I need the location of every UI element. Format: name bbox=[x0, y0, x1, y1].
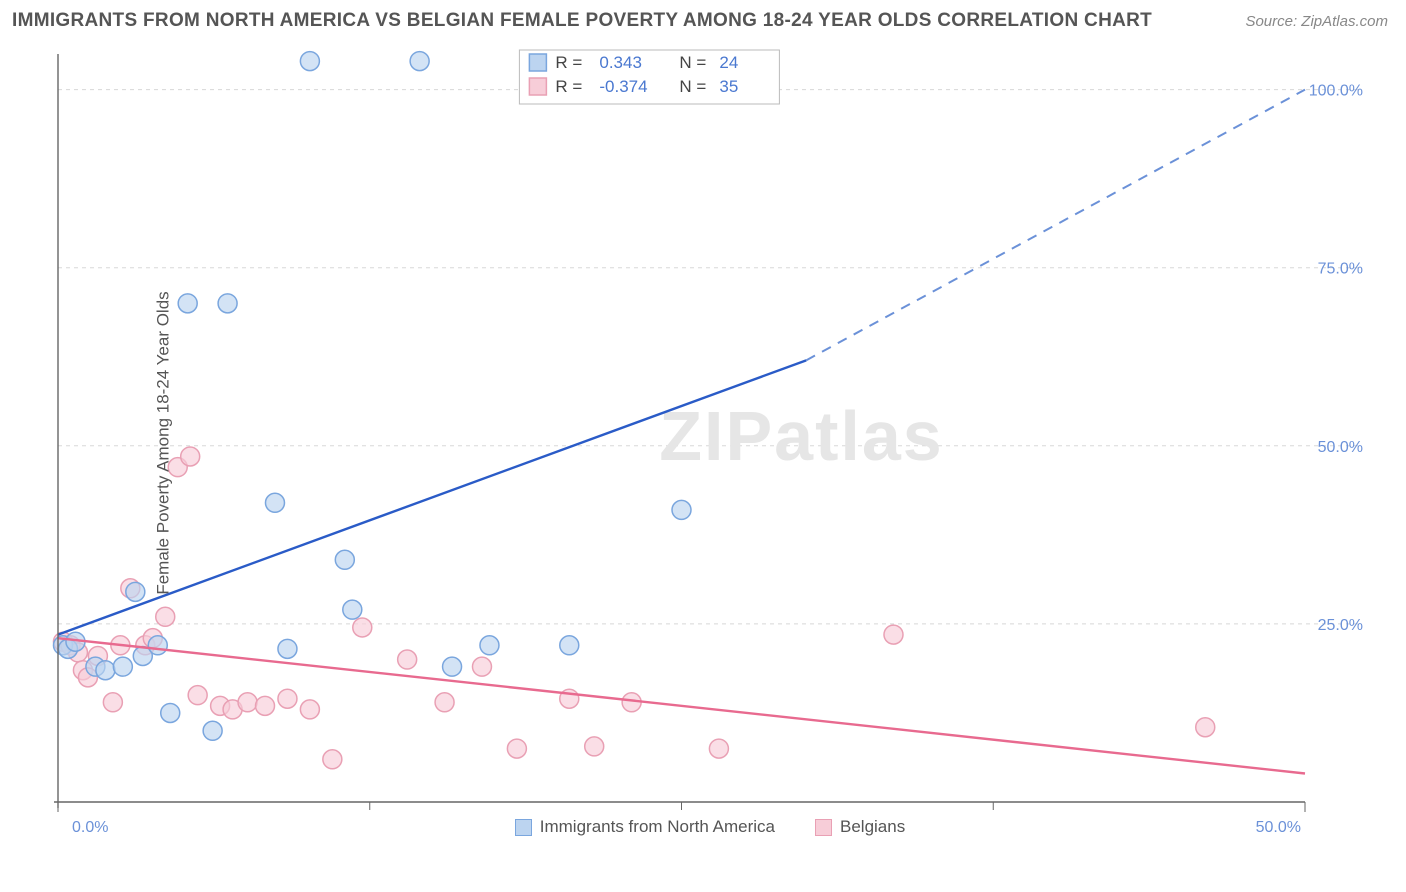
square-icon bbox=[529, 78, 546, 95]
stat-r-label: R = bbox=[555, 53, 582, 72]
data-point bbox=[323, 750, 342, 769]
data-point bbox=[161, 703, 180, 722]
legend-label: Belgians bbox=[840, 817, 905, 837]
data-point bbox=[507, 739, 526, 758]
legend-label: Immigrants from North America bbox=[540, 817, 775, 837]
square-icon bbox=[515, 819, 532, 836]
legend-item-blue: Immigrants from North America bbox=[515, 817, 775, 837]
data-point bbox=[156, 607, 175, 626]
data-point bbox=[218, 294, 237, 313]
data-point bbox=[1196, 718, 1215, 737]
data-point bbox=[203, 721, 222, 740]
source-label: Source: ZipAtlas.com bbox=[1245, 13, 1388, 30]
data-point bbox=[560, 636, 579, 655]
y-tick-label: 75.0% bbox=[1318, 261, 1363, 278]
y-tick-label: 100.0% bbox=[1309, 83, 1363, 100]
data-point bbox=[472, 657, 491, 676]
square-icon bbox=[529, 54, 546, 71]
data-point bbox=[410, 52, 429, 71]
data-point bbox=[181, 447, 200, 466]
data-point bbox=[884, 625, 903, 644]
data-point bbox=[709, 739, 728, 758]
data-point bbox=[256, 696, 275, 715]
watermark-text: ZIPatlas bbox=[659, 397, 943, 475]
data-point bbox=[343, 600, 362, 619]
data-point bbox=[300, 52, 319, 71]
data-point bbox=[443, 657, 462, 676]
data-point bbox=[148, 636, 167, 655]
data-point bbox=[353, 618, 372, 637]
data-point bbox=[435, 693, 454, 712]
legend-item-pink: Belgians bbox=[815, 817, 905, 837]
data-point bbox=[278, 689, 297, 708]
data-point bbox=[188, 686, 207, 705]
stat-r-label: R = bbox=[555, 77, 582, 96]
data-point bbox=[335, 550, 354, 569]
stat-n-label: N = bbox=[679, 53, 706, 72]
data-point bbox=[278, 639, 297, 658]
stat-n-value: 35 bbox=[719, 77, 738, 96]
data-point bbox=[672, 500, 691, 519]
data-point bbox=[238, 693, 257, 712]
header-bar: IMMIGRANTS FROM NORTH AMERICA VS BELGIAN… bbox=[0, 0, 1406, 32]
chart-title: IMMIGRANTS FROM NORTH AMERICA VS BELGIAN… bbox=[12, 10, 1152, 32]
trend-line-blue-ext bbox=[806, 90, 1305, 361]
stat-n-value: 24 bbox=[719, 53, 738, 72]
square-icon bbox=[815, 819, 832, 836]
data-point bbox=[126, 582, 145, 601]
data-point bbox=[300, 700, 319, 719]
data-point bbox=[265, 493, 284, 512]
data-point bbox=[96, 661, 115, 680]
data-point bbox=[480, 636, 499, 655]
bottom-legend: Immigrants from North America Belgians bbox=[50, 812, 1370, 842]
data-point bbox=[103, 693, 122, 712]
data-point bbox=[178, 294, 197, 313]
scatter-chart: ZIPatlas0.0%50.0%25.0%50.0%75.0%100.0%R … bbox=[50, 44, 1370, 842]
stat-n-label: N = bbox=[679, 77, 706, 96]
stat-r-value: 0.343 bbox=[599, 53, 642, 72]
data-point bbox=[585, 737, 604, 756]
y-tick-label: 50.0% bbox=[1318, 439, 1363, 456]
y-axis-label: Female Poverty Among 18-24 Year Olds bbox=[154, 291, 174, 594]
y-tick-label: 25.0% bbox=[1318, 617, 1363, 634]
data-point bbox=[398, 650, 417, 669]
plot-area: Female Poverty Among 18-24 Year Olds ZIP… bbox=[50, 44, 1370, 842]
data-point bbox=[113, 657, 132, 676]
stat-r-value: -0.374 bbox=[599, 77, 647, 96]
